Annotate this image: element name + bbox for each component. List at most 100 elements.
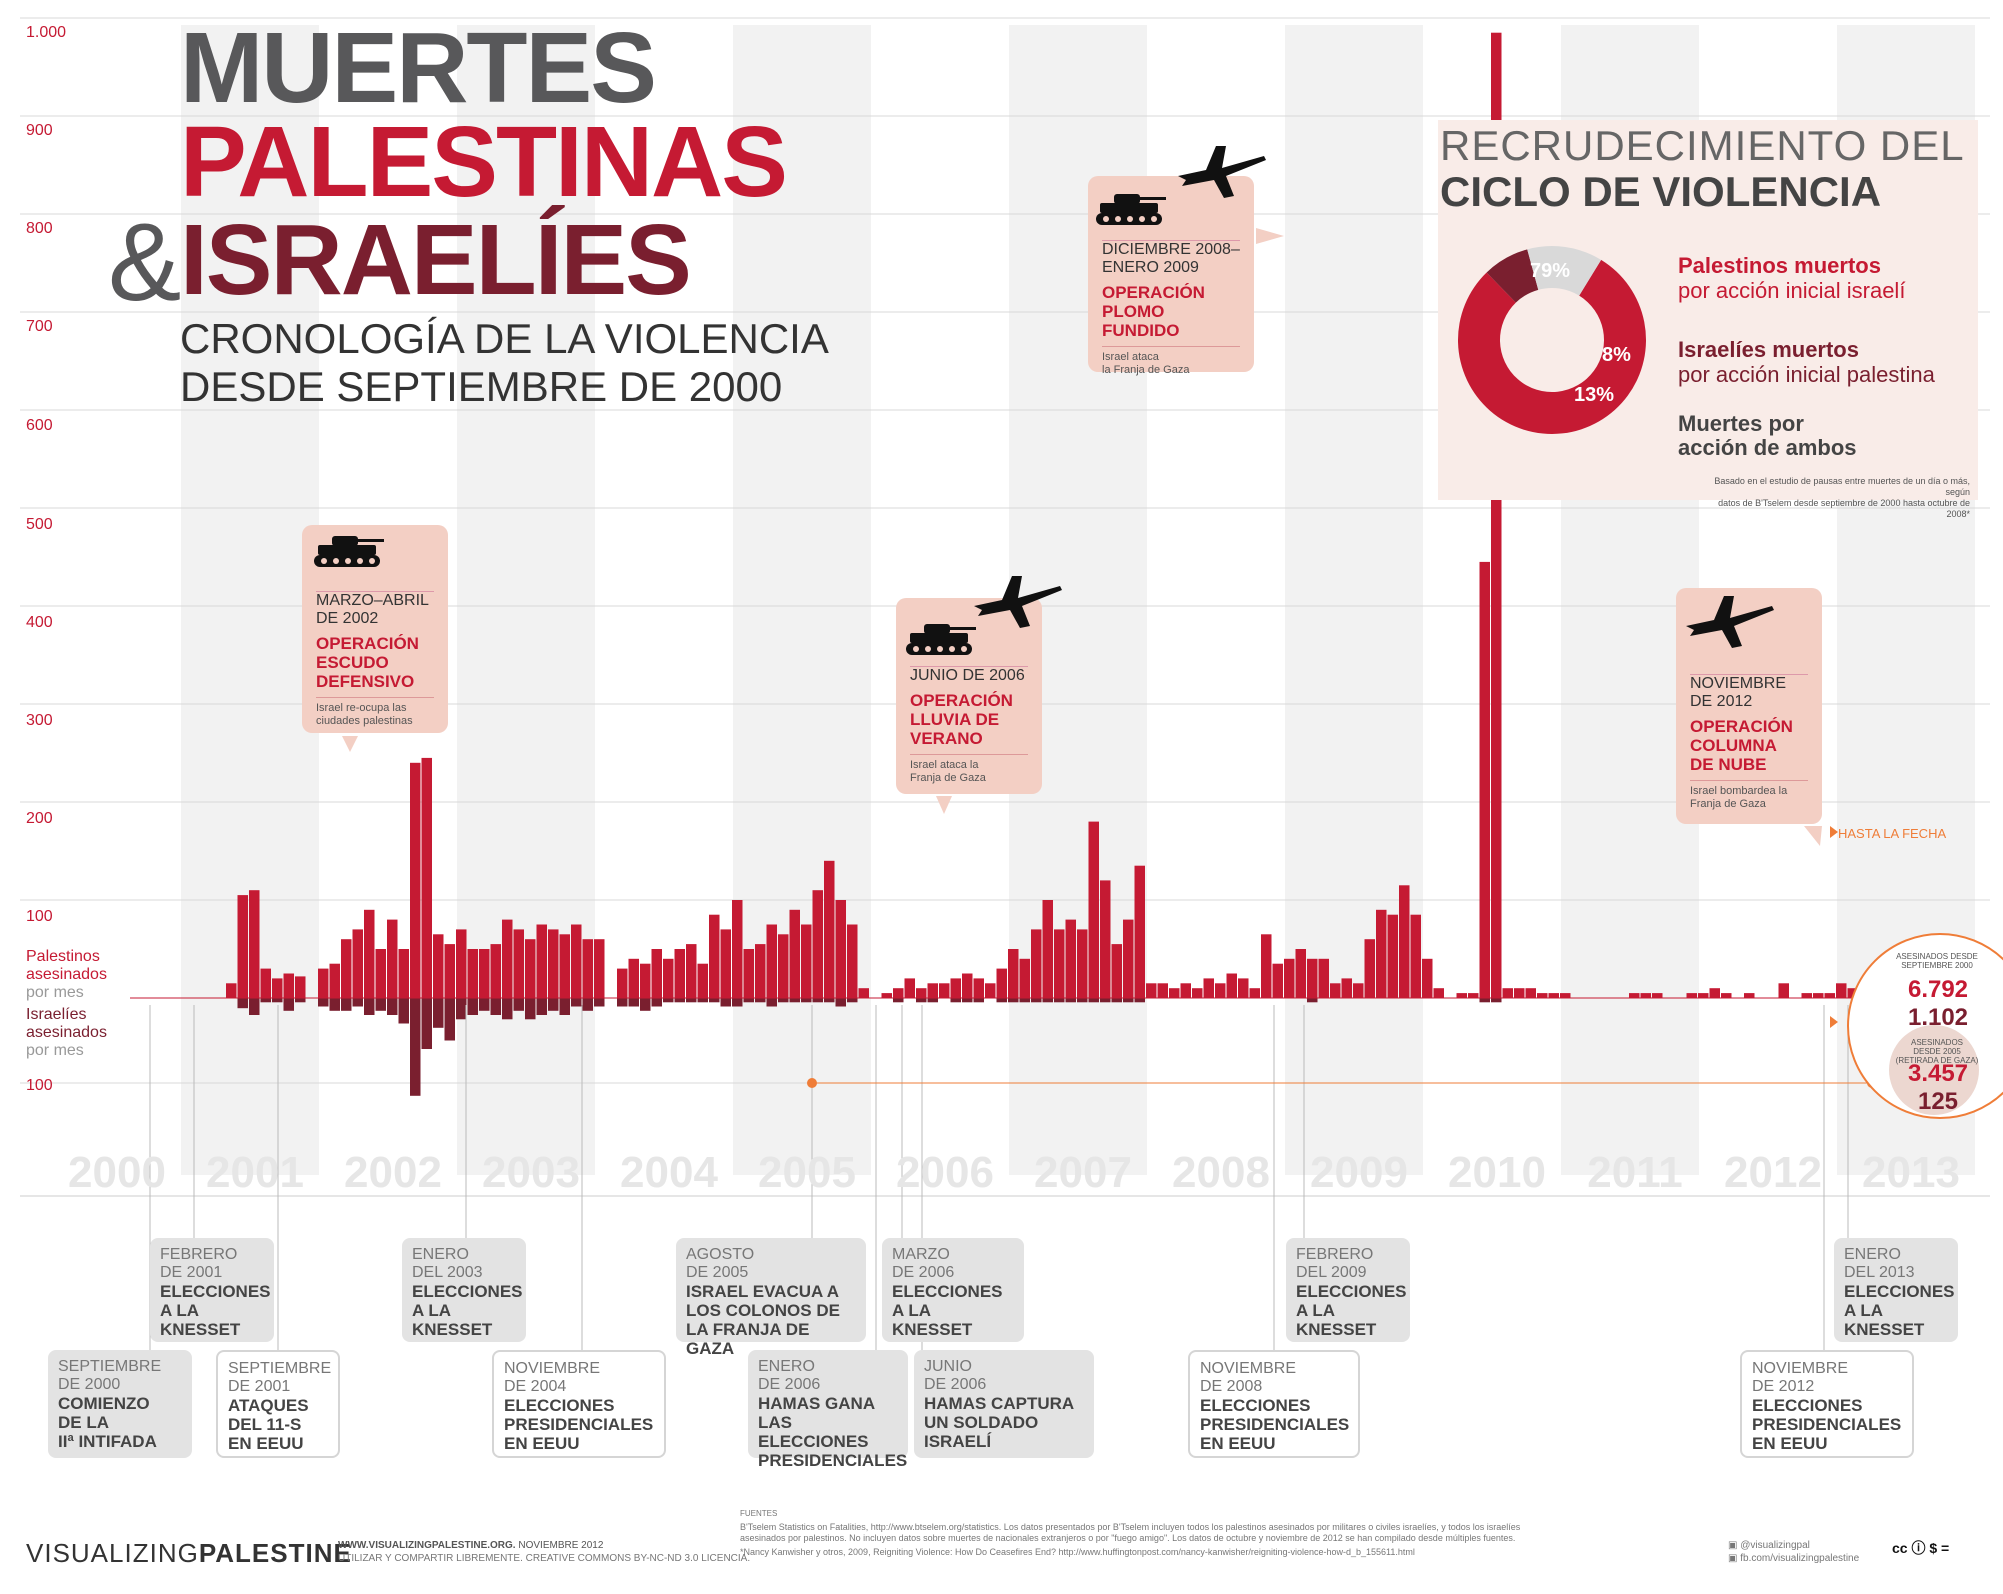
bar-palestinian (479, 949, 490, 998)
year-label: 2011 (1587, 1148, 1683, 1197)
y-tick-label: 100 (26, 908, 53, 925)
bar-israeli (398, 998, 409, 1024)
year-label: 2005 (758, 1148, 856, 1197)
to-date-arrow (1830, 826, 1838, 838)
bar-palestinian (1008, 949, 1019, 998)
bar-israeli (720, 998, 731, 1007)
bar-palestinian (1468, 993, 1479, 998)
bar-palestinian (927, 983, 938, 998)
bar-palestinian (295, 976, 306, 998)
bar-palestinian (1123, 919, 1134, 998)
event-knesset-2006: MARZO DE 2006 ELECCIONES A LA KNESSET (882, 1238, 1024, 1342)
bar-palestinian (1215, 983, 1226, 998)
event-gaza-evacuation: AGOSTO DE 2005 ISRAEL EVACUA A LOS COLONOS… (676, 1238, 866, 1358)
bar-palestinian (375, 949, 386, 998)
bar-palestinian (1169, 988, 1180, 998)
bar-palestinian (996, 968, 1007, 998)
bar-palestinian (674, 949, 685, 998)
bar-palestinian (709, 914, 720, 998)
callout-pointer (936, 796, 952, 814)
bar-israeli (1134, 998, 1145, 1003)
bar-israeli (996, 998, 1007, 1003)
bar-palestinian (789, 909, 800, 998)
year-band (1285, 25, 1423, 1175)
bar-israeli (973, 998, 984, 1003)
bar-palestinian (1180, 983, 1191, 998)
bar-israeli (283, 998, 294, 1011)
operation-name: OPERACIÓN COLUMNA DE NUBE (1690, 717, 1793, 774)
bar-israeli (571, 998, 582, 1007)
bar-palestinian (1847, 988, 1858, 998)
bar-palestinian (1399, 885, 1410, 998)
bar-israeli (893, 998, 904, 1003)
bar-palestinian (1514, 988, 1525, 998)
bar-palestinian (1272, 963, 1283, 998)
bar-palestinian (824, 860, 835, 998)
bar-israeli (1123, 998, 1134, 1003)
palestinian-series-label: Palestinos asesinados por mes (26, 948, 107, 1001)
year-label: 2003 (482, 1148, 580, 1197)
bar-palestinian (973, 978, 984, 998)
event-intifada: SEPTIEMBRE DE 2000 COMIENZO DE LA IIª INTIF… (48, 1350, 192, 1458)
bar-israeli (364, 998, 375, 1015)
year-label: 2007 (1034, 1148, 1132, 1197)
bar-palestinian (1203, 978, 1214, 998)
bar-palestinian (766, 924, 777, 998)
bar-palestinian (801, 924, 812, 998)
bar-israeli (617, 998, 628, 1007)
year-label: 2009 (1310, 1148, 1408, 1197)
event-hamas-elections: ENERO DE 2006 HAMAS GANA LAS ELECCIONES PRE… (748, 1350, 908, 1470)
bar-israeli (674, 998, 685, 1003)
bar-palestinian (1813, 993, 1824, 998)
bar-palestinian (318, 968, 329, 998)
totals-circle-anchor (1939, 1115, 1941, 1117)
panel-heading-1: RECRUDECIMIENTO DEL (1440, 122, 1965, 169)
total-israelis-2000: 1.102 (1907, 1004, 1969, 1031)
y-tick-label-israeli: 100 (26, 1077, 53, 1094)
bar-israeli (709, 998, 720, 1003)
bar-israeli (847, 998, 858, 1003)
bar-israeli (559, 998, 570, 1015)
bar-palestinian (1318, 958, 1329, 998)
bar-palestinian (858, 988, 869, 998)
facebook-icon: ▣ (1728, 1553, 1741, 1564)
bar-israeli (778, 998, 789, 1003)
bar-israeli (1491, 998, 1502, 1003)
footer-site[interactable]: WWW.VISUALIZINGPALESTINE.ORG. NOVIEMBRE … (338, 1540, 604, 1551)
bar-palestinian (525, 939, 536, 998)
bar-israeli (329, 998, 340, 1011)
total-palestinians-2000: 6.792 (1907, 976, 1969, 1003)
bar-palestinian (962, 973, 973, 998)
bar-palestinian (272, 978, 283, 998)
bar-palestinian (1502, 988, 1513, 998)
donut-label: 8% (1602, 344, 1631, 366)
event-knesset-2009: FEBRERO DEL 2009 ELECCIONES A LA KNESSET (1286, 1238, 1410, 1342)
panel-heading-2: CICLO DE VIOLENCIA (1440, 168, 1882, 215)
donut-slice (1486, 249, 1539, 303)
bar-palestinian (444, 944, 455, 998)
jet-icon (974, 576, 1062, 628)
bar-palestinian (881, 993, 892, 998)
bar-palestinian (1307, 958, 1318, 998)
facebook-link[interactable]: ▣ fb.com/visualizingpalestine (1728, 1553, 1860, 1564)
bar-israeli (1307, 998, 1318, 1003)
donut-slice (1458, 259, 1647, 434)
bar-palestinian (329, 963, 340, 998)
bar-palestinian (1433, 988, 1444, 998)
bar-israeli (260, 998, 271, 1003)
bar-palestinian (904, 978, 915, 998)
bar-palestinian (1537, 993, 1548, 998)
event-knesset-2003: ENERO DEL 2003 ELECCIONES A LA KNESSET (402, 1238, 526, 1342)
y-tick-label: 700 (26, 318, 53, 335)
bar-israeli (318, 998, 329, 1007)
bar-israeli (640, 998, 651, 1011)
bar-palestinian (1801, 993, 1812, 998)
year-label: 2000 (68, 1148, 166, 1197)
legend-both: Muertes por acción de ambos (1678, 411, 1857, 460)
event-usa-2012: NOVIEMBRE DE 2012 ELECCIONES PRESIDENCIALE… (1740, 1350, 1914, 1458)
bar-israeli (801, 998, 812, 1003)
twitter-link[interactable]: ▣ @visualizingpal (1728, 1540, 1810, 1551)
bar-palestinian (1686, 993, 1697, 998)
bar-israeli (249, 998, 260, 1015)
title-line-1: MUERTES (180, 12, 657, 124)
